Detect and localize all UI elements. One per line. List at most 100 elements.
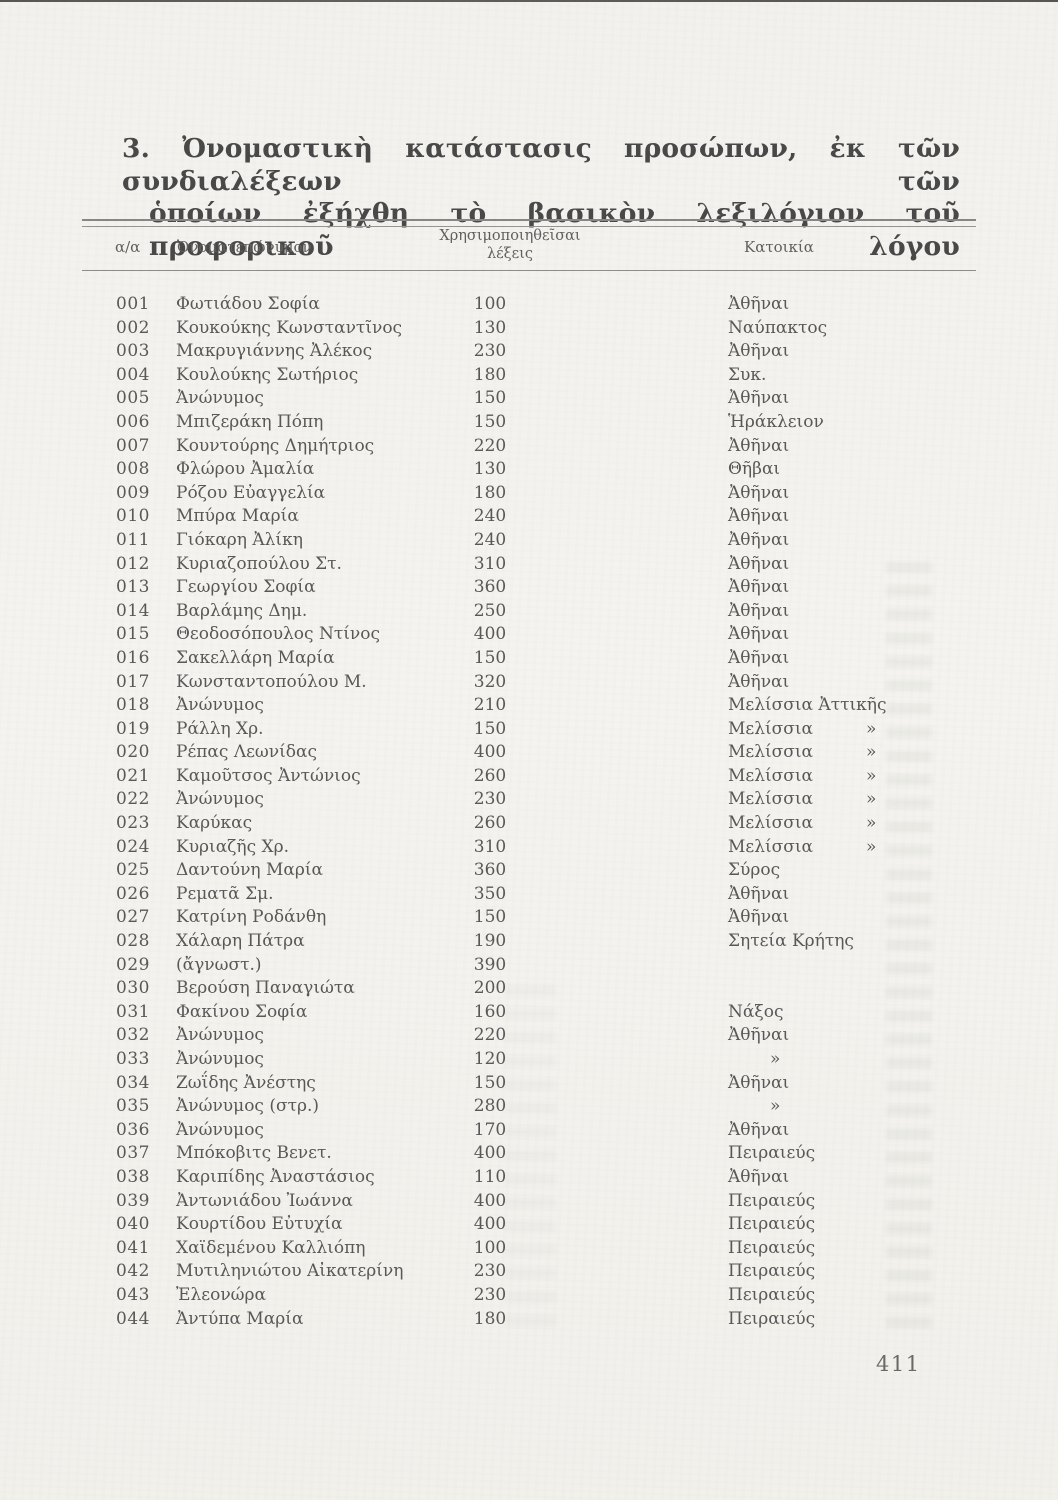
ditto-mark: »	[770, 1096, 781, 1117]
row-index: 022	[116, 789, 150, 810]
table-row: 016 Σακελλάρη Μαρία 150 Ἀθῆναι	[0, 647, 1058, 671]
word-count: 260	[473, 765, 507, 786]
word-count: 150	[473, 411, 507, 432]
residence: Ἀθῆναι	[728, 482, 790, 503]
person-name: Γιόκαρη Ἀλίκη	[176, 529, 303, 550]
person-name: Ἀντύπα Μαρία	[176, 1308, 304, 1329]
person-name: Κουντούρης Δημήτριος	[176, 435, 375, 456]
row-index: 015	[116, 624, 150, 645]
residence: Μελίσσια	[728, 789, 814, 810]
table-row: 031 Φακίνου Σοφία 160 Νάξος	[0, 1001, 1058, 1025]
column-header-words-line2: λέξεις	[486, 246, 533, 262]
table-row: 026 Ρεματᾶ Σμ. 350 Ἀθῆναι	[0, 883, 1058, 907]
row-index: 040	[116, 1214, 150, 1235]
table-row: 035 Ἀνώνυμος (στρ.) 280 »	[0, 1095, 1058, 1119]
residence: Σητεία Κρήτης	[728, 931, 854, 952]
residence: Ἀθῆναι	[728, 553, 790, 574]
word-count: 150	[473, 718, 507, 739]
residence: Ἀθῆναι	[728, 341, 790, 362]
residence: Ἀθῆναι	[728, 600, 790, 621]
table-row: 028 Χάλαρη Πάτρα 190 Σητεία Κρήτης	[0, 930, 1058, 954]
row-index: 028	[116, 931, 150, 952]
person-name: Μπόκοβιτς Βενετ.	[176, 1143, 332, 1164]
person-name: Καριπίδης Ἀναστάσιος	[176, 1166, 375, 1187]
word-count: 180	[473, 1308, 507, 1329]
table-row: 002 Κουκούκης Κωνσταντῖνος 130 Ναύπακτος	[0, 317, 1058, 341]
word-count: 400	[473, 742, 507, 763]
person-name: Καρύκας	[176, 813, 253, 834]
person-name: Καμοῦτσος Ἀντώνιος	[176, 765, 361, 786]
row-index: 024	[116, 836, 150, 857]
column-header-name: Ὀνοματεπώνυμον	[177, 238, 312, 256]
word-count: 150	[473, 1072, 507, 1093]
person-name: Μυτιληνιώτου Αἰκατερίνη	[176, 1261, 404, 1282]
residence: Πειραιεύς	[728, 1214, 816, 1235]
column-header-residence: Κατοικία	[744, 238, 814, 256]
ditto-mark: »	[866, 789, 877, 810]
ditto-mark: »	[770, 1049, 781, 1069]
row-index: 038	[116, 1166, 150, 1187]
person-name: Φακίνου Σοφία	[176, 1001, 308, 1022]
page-number: 411	[876, 1352, 921, 1376]
row-index: 025	[116, 860, 150, 881]
row-index: 023	[116, 813, 150, 834]
table-row: 017 Κωνσταντοπούλου Μ. 320 Ἀθῆναι	[0, 671, 1058, 695]
person-name: Ἀνώνυμος (στρ.)	[176, 1096, 320, 1117]
residence: Ἀθῆναι	[728, 294, 790, 314]
table-row: 008 Φλώρου Ἀμαλία 130 Θῆβαι	[0, 458, 1058, 482]
row-index: 033	[116, 1049, 150, 1069]
table-row: 037 Μπόκοβιτς Βενετ. 400 Πειραιεύς	[0, 1142, 1058, 1166]
table-row: 029 (ἄγνωστ.) 390	[0, 954, 1058, 978]
residence: Ἀθῆναι	[728, 529, 790, 550]
person-name: Ράλλη Χρ.	[176, 718, 264, 739]
row-index: 037	[116, 1143, 150, 1164]
row-index: 041	[116, 1237, 150, 1258]
table-row: 021 Καμοῦτσος Ἀντώνιος 260 Μελίσσια »	[0, 765, 1058, 789]
residence: Ἀθῆναι	[728, 1072, 790, 1093]
row-index: 031	[116, 1001, 150, 1022]
word-count: 100	[473, 294, 507, 314]
table-row: 019 Ράλλη Χρ. 150 Μελίσσια »	[0, 718, 1058, 742]
word-count: 230	[473, 1261, 507, 1282]
row-index: 030	[116, 978, 150, 999]
ditto-mark: »	[866, 836, 877, 857]
word-count: 230	[473, 1284, 507, 1305]
row-index: 044	[116, 1308, 150, 1329]
scan-edge-artifact	[0, 0, 1058, 2]
table-row: 018 Ἀνώνυμος 210 Μελίσσια Ἀττικῆς	[0, 694, 1058, 718]
ditto-mark: »	[866, 813, 877, 834]
word-count: 310	[473, 836, 507, 857]
person-name: Ἀνώνυμος	[176, 695, 264, 716]
row-index: 026	[116, 883, 150, 904]
row-index: 004	[116, 364, 150, 385]
word-count: 360	[473, 860, 507, 881]
table-row: 003 Μακρυγιάννης Ἀλέκος 230 Ἀθῆναι	[0, 340, 1058, 364]
residence: Ἀθῆναι	[728, 624, 790, 645]
row-index: 016	[116, 647, 150, 668]
row-index: 029	[116, 954, 150, 975]
table-row: 034 Ζωΐδης Ἀνέστης 150 Ἀθῆναι	[0, 1072, 1058, 1096]
row-index: 021	[116, 765, 150, 786]
person-name: Σακελλάρη Μαρία	[176, 647, 335, 668]
word-count: 390	[473, 954, 507, 975]
person-name: Χαϊδεμένου Καλλιόπη	[176, 1237, 366, 1258]
column-header-words: Χρησιμοποιηθεῖσαι λέξεις	[428, 227, 592, 263]
person-name: Ρέπας Λεωνίδας	[176, 742, 318, 763]
table-row: 023 Καρύκας 260 Μελίσσια »	[0, 812, 1058, 836]
table-row: 001 Φωτιάδου Σοφία 100 Ἀθῆναι	[0, 293, 1058, 317]
row-index: 006	[116, 411, 150, 432]
word-count: 400	[473, 1214, 507, 1235]
table-row: 043 Ἐλεονώρα 230 Πειραιεύς	[0, 1284, 1058, 1308]
row-index: 027	[116, 907, 150, 928]
ditto-mark: »	[866, 765, 877, 786]
word-count: 400	[473, 1143, 507, 1164]
person-name: Γεωργίου Σοφία	[176, 577, 316, 598]
word-count: 180	[473, 482, 507, 503]
residence: Μελίσσια	[728, 742, 814, 763]
table-row: 010 Μπύρα Μαρία 240 Ἀθῆναι	[0, 505, 1058, 529]
word-count: 180	[473, 364, 507, 385]
row-index: 018	[116, 695, 150, 716]
table-row: 039 Ἀντωνιάδου Ἰωάννα 400 Πειραιεύς	[0, 1190, 1058, 1214]
row-index: 010	[116, 506, 150, 527]
word-count: 100	[473, 1237, 507, 1258]
